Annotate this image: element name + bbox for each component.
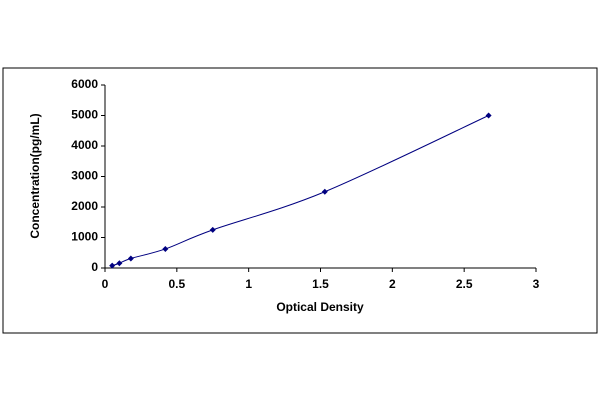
y-tick-label: 2000 [71,199,98,213]
x-tick-label: 3 [533,277,540,291]
x-tick-label: 0.5 [168,277,185,291]
chart-frame [2,67,598,334]
x-tick-label: 0 [102,277,109,291]
y-tick-label: 0 [91,260,98,274]
y-tick-label: 1000 [71,230,98,244]
point [162,245,169,252]
y-tick-label: 3000 [71,169,98,183]
x-tick-label: 2.5 [456,277,473,291]
x-axis-label: Optical Density [276,300,364,314]
point [485,112,492,119]
y-axis-label: Concentration(pg/mL) [28,113,42,238]
point [109,262,116,269]
x-tick-label: 2 [389,277,396,291]
x-tick-label: 1.5 [312,277,329,291]
x-tick-label: 1 [245,277,252,291]
point [116,260,123,267]
point [321,188,328,195]
y-tick-label: 6000 [71,77,98,91]
y-tick-label: 5000 [71,108,98,122]
point [127,255,134,262]
point [209,226,216,233]
y-tick-label: 4000 [71,138,98,152]
